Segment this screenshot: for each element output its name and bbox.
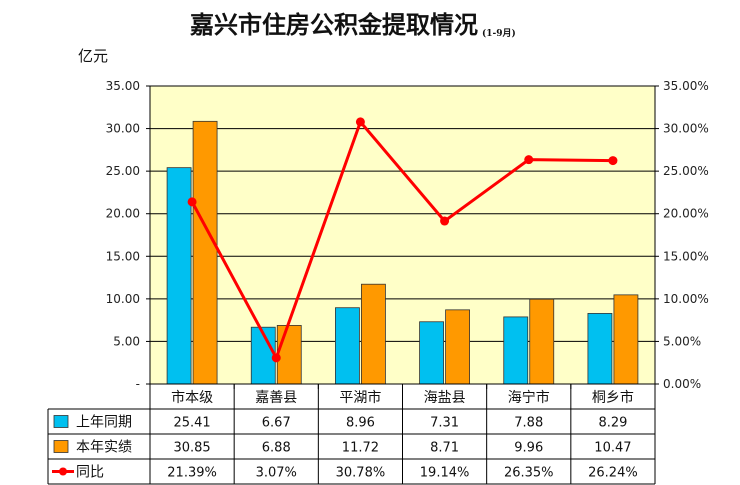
bar-this-year xyxy=(529,298,555,385)
y2-tick-label: 30.00% xyxy=(663,122,709,136)
table-cell: 7.88 xyxy=(514,416,543,431)
y2-tick-label: 5.00% xyxy=(663,334,701,348)
yoy-point xyxy=(187,197,197,207)
y2-tick-label: 35.00% xyxy=(663,79,709,93)
table-cell: 30.78% xyxy=(336,466,386,481)
table-cell: 9.96 xyxy=(514,441,543,456)
y-tick-label: - xyxy=(136,377,140,391)
y2-tick-label: 15.00% xyxy=(663,249,709,263)
table-background xyxy=(48,409,655,484)
plot-background xyxy=(149,85,656,385)
bar-prev-year xyxy=(166,167,192,385)
table-cell: 8.96 xyxy=(346,416,375,431)
legend-swatch-prev-year xyxy=(53,415,69,428)
y2-tick-label: 0.00% xyxy=(663,377,701,391)
table-cell: 3.07% xyxy=(256,466,297,481)
y-tick-label: 5.00 xyxy=(113,334,140,348)
yoy-point xyxy=(271,353,281,363)
bar-prev-year xyxy=(419,321,444,385)
chart-title: 嘉兴市住房公积金提取情况 xyxy=(190,10,478,39)
bar-prev-year xyxy=(335,307,360,385)
yoy-point xyxy=(440,216,450,226)
yoy-point xyxy=(608,156,618,166)
category-label: 桐乡市 xyxy=(592,389,634,406)
bar-prev-year xyxy=(587,313,613,385)
plot-area: - 0.00% 5.00 5.00% 10.00 10.00% 15.00 15.00% 20.… xyxy=(106,79,709,391)
table-cell: 19.14% xyxy=(420,466,470,481)
category-label: 海盐县 xyxy=(424,390,466,406)
bar-this-year xyxy=(613,294,639,385)
y-tick-label: 35.00 xyxy=(106,79,140,93)
table-cell: 6.88 xyxy=(262,441,291,456)
yoy-point xyxy=(355,117,365,127)
table-cell: 11.72 xyxy=(342,441,379,456)
y2-tick-label: 25.00% xyxy=(663,164,709,178)
bar-prev-year xyxy=(503,316,529,385)
y-axis-unit-label: 亿元 xyxy=(78,47,108,65)
y2-tick-label: 10.00% xyxy=(663,292,709,306)
legend-swatch-this-year xyxy=(53,440,69,453)
table-cell: 8.29 xyxy=(598,416,627,431)
table-cell: 26.24% xyxy=(588,466,638,481)
bar-this-year xyxy=(361,283,386,385)
legend-label: 本年实绩 xyxy=(76,440,132,456)
bar-this-year xyxy=(276,325,302,385)
category-label: 海宁市 xyxy=(508,389,550,406)
legend-swatch-yoy-point xyxy=(59,467,67,476)
table-cell: 8.71 xyxy=(430,441,459,456)
y-tick-label: 20.00 xyxy=(106,207,140,221)
table-cell: 30.85 xyxy=(173,441,210,456)
table-cell: 7.31 xyxy=(430,416,459,431)
table-cell: 25.41 xyxy=(173,416,210,431)
category-label: 市本级 xyxy=(171,389,213,406)
category-label: 嘉善县 xyxy=(255,390,297,406)
bar-this-year xyxy=(445,309,470,385)
legend-label: 同比 xyxy=(76,465,104,481)
table-cell: 21.39% xyxy=(167,466,217,481)
yoy-point xyxy=(524,155,534,165)
chart-subtitle: (1-9月) xyxy=(482,28,516,39)
bar-this-year xyxy=(192,120,218,385)
table-cell: 10.47 xyxy=(594,441,631,456)
y-tick-label: 30.00 xyxy=(106,122,140,136)
table-cell: 26.35% xyxy=(504,466,554,481)
y-tick-label: 15.00 xyxy=(106,249,140,263)
legend-label: 上年同期 xyxy=(76,415,132,431)
y2-tick-label: 20.00% xyxy=(663,207,709,221)
y-tick-label: 25.00 xyxy=(106,164,140,178)
y-tick-label: 10.00 xyxy=(106,292,140,306)
yoy-line xyxy=(190,118,613,362)
category-label: 平湖市 xyxy=(339,389,381,406)
table-cell: 6.67 xyxy=(262,416,291,431)
